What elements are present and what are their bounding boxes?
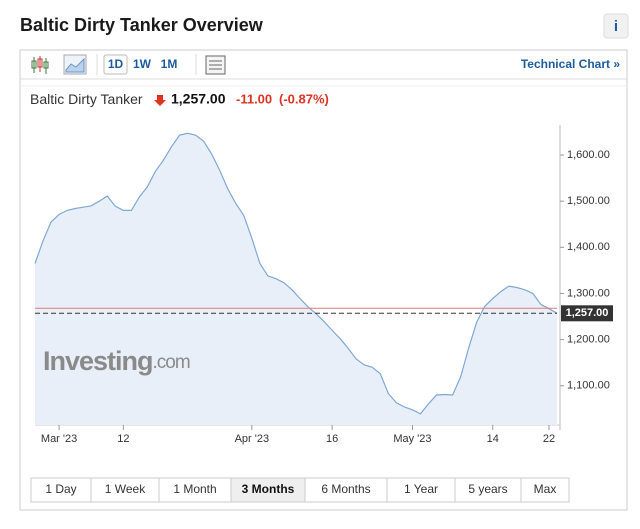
watermark-brand: Investing <box>43 346 153 376</box>
news-icon[interactable] <box>205 55 226 75</box>
range-button[interactable]: 1 Year <box>386 477 456 503</box>
range-button[interactable]: 1 Week <box>90 477 160 503</box>
quote-price: 1,257.00 <box>171 91 226 107</box>
last-price-tag <box>561 305 613 322</box>
info-icon: i <box>614 18 618 35</box>
range-button-box <box>520 477 570 503</box>
y-tick-label: 1,500.00 <box>567 195 610 207</box>
x-tick-label: 22 <box>543 433 555 445</box>
info-box <box>603 13 629 39</box>
x-tick-label: 14 <box>487 433 499 445</box>
quote-name-text: Baltic Dirty Tanker <box>30 91 143 107</box>
range-button-box <box>454 477 522 503</box>
x-tick-label: May '23 <box>393 433 431 445</box>
y-tick-label: 1,200.00 <box>567 334 610 346</box>
y-tick-label: 1,600.00 <box>567 149 610 161</box>
range-button-box <box>304 477 388 503</box>
x-tick-label: 16 <box>326 433 338 445</box>
icon-area <box>65 57 85 73</box>
range-button-box <box>230 477 306 503</box>
candle-icon[interactable] <box>31 56 49 74</box>
quote-name: Baltic Dirty Tanker <box>30 91 143 107</box>
range-button-label: Max <box>534 482 557 496</box>
range-button[interactable]: 6 Months <box>304 477 388 503</box>
range-button-label: 6 Months <box>321 482 370 496</box>
range-button[interactable]: 3 Months <box>230 477 306 503</box>
watermark: Investing.com <box>43 346 190 376</box>
interval-1d[interactable]: 1D <box>103 54 128 75</box>
last-price-label: 1,257.00 <box>566 307 609 319</box>
range-button[interactable]: Max <box>520 477 570 503</box>
page-title: Baltic Dirty Tanker Overview <box>20 15 264 35</box>
x-tick-label: Apr '23 <box>235 433 270 445</box>
x-tick-label: 12 <box>117 433 129 445</box>
watermark-suffix: .com <box>153 352 190 373</box>
y-tick-label: 1,300.00 <box>567 287 610 299</box>
range-button-label: 3 Months <box>242 482 295 496</box>
range-button-box <box>90 477 160 503</box>
down-arrow <box>154 95 166 106</box>
range-button[interactable]: 5 years <box>454 477 522 503</box>
x-tick-label: Mar '23 <box>41 433 77 445</box>
range-button-label: 1 Month <box>173 482 216 496</box>
y-tick-label: 1,100.00 <box>567 380 610 392</box>
range-button-label: 1 Week <box>105 482 146 496</box>
range-button-label: 1 Day <box>45 482 76 496</box>
range-button-label: 5 years <box>468 482 507 496</box>
info-button[interactable]: i <box>603 13 629 39</box>
price-line <box>34 132 558 415</box>
chart: 1,100.00 1,200.00 1,300.00 1,400.00 1,500.00… <box>34 125 613 445</box>
quote-change-pct: (-0.87%) <box>279 91 329 106</box>
range-bar: 1 Day 1 Week 1 Month 3 Months 6 Months 1 Year… <box>30 477 570 503</box>
range-button-box <box>158 477 232 503</box>
interval-1w[interactable]: 1W <box>133 57 152 71</box>
technical-chart-link[interactable]: Technical Chart » <box>521 57 620 71</box>
quote-change: -11.00 <box>236 91 272 106</box>
y-tick-label: 1,400.00 <box>567 241 610 253</box>
interval-1m[interactable]: 1M <box>161 57 178 71</box>
range-button-box <box>386 477 456 503</box>
interval-box <box>103 54 128 75</box>
range-button[interactable]: 1 Month <box>158 477 232 503</box>
range-button-label: 1 Year <box>404 482 438 496</box>
interval-label: 1D <box>108 57 124 71</box>
area-fill <box>35 133 557 426</box>
range-button[interactable]: 1 Day <box>30 477 92 503</box>
area-icon[interactable] <box>63 54 87 75</box>
